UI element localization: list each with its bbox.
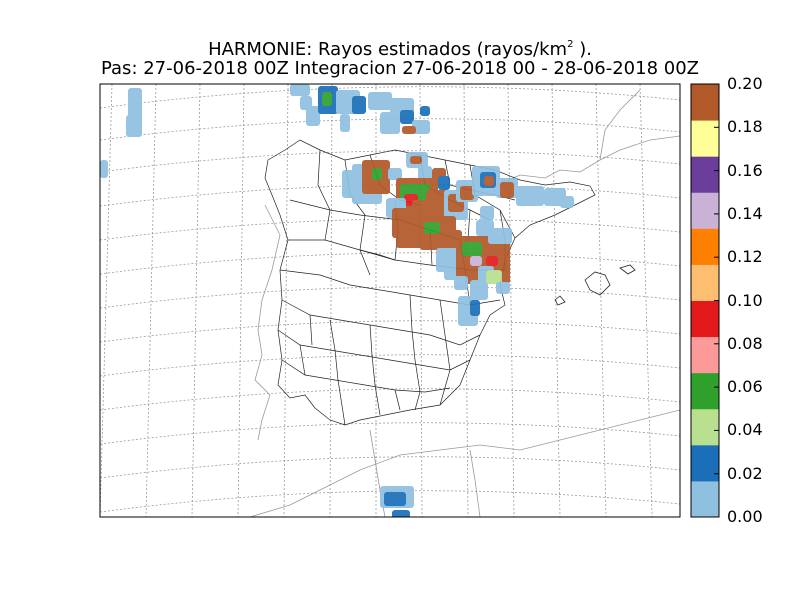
title-text: HARMONIE: Rayos estimados (rayos/km xyxy=(208,39,568,60)
lightning-density-field xyxy=(100,84,574,517)
lightning-cell xyxy=(290,84,310,96)
lightning-cell xyxy=(460,186,474,200)
balearic-islands xyxy=(554,264,636,306)
colorbar-tick-label: 0.02 xyxy=(727,463,763,483)
colorbar-tick-label: 0.18 xyxy=(727,117,763,137)
colorbar-band xyxy=(691,84,719,121)
colorbar-band xyxy=(691,480,719,518)
lightning-cell xyxy=(410,156,422,164)
colorbar-band xyxy=(691,444,719,482)
title-superscript: 2 xyxy=(567,39,574,50)
lightning-cell xyxy=(470,256,482,266)
colorbar-band xyxy=(691,192,719,229)
lightning-cell xyxy=(380,112,400,134)
lightning-cell xyxy=(438,176,450,190)
colorbar-tick-label: 0.10 xyxy=(727,290,763,310)
lightning-cell xyxy=(496,282,510,294)
lightning-cell xyxy=(396,224,424,248)
colorbar-tick-label: 0.16 xyxy=(727,160,763,180)
graticule-grid xyxy=(100,84,680,517)
lightning-cell xyxy=(470,280,488,300)
lightning-cell xyxy=(486,270,502,284)
lightning-cell xyxy=(426,190,448,210)
map-frame xyxy=(99,83,681,518)
colorbar-tick-label: 0.14 xyxy=(727,203,763,223)
map-title-line2: Pas: 27-06-2018 00Z Integracion 27-06-20… xyxy=(100,58,699,79)
lightning-cell xyxy=(400,110,414,124)
lightning-cell xyxy=(352,96,366,114)
colorbar-tick-label: 0.06 xyxy=(727,377,763,397)
lightning-cell xyxy=(368,92,392,110)
lightning-cell xyxy=(484,176,494,186)
colorbar-band xyxy=(691,264,719,301)
lightning-cell xyxy=(100,160,108,178)
lightning-cell xyxy=(486,256,498,266)
lightning-cell xyxy=(470,300,480,316)
colorbar-band xyxy=(691,120,719,157)
lightning-cell xyxy=(126,115,142,137)
colorbar-tick-label: 0.20 xyxy=(727,74,763,93)
lightning-cell xyxy=(372,168,382,180)
lightning-cell xyxy=(322,92,332,106)
lightning-cell xyxy=(420,106,430,116)
colorbar-tick-label: 0.08 xyxy=(727,333,763,353)
colorbar-band xyxy=(691,228,719,265)
lightning-cell xyxy=(462,242,482,256)
colorbar-band xyxy=(691,300,719,338)
lightning-cell xyxy=(436,248,460,272)
lightning-cell xyxy=(392,510,410,517)
colorbar-tick-label: 0.12 xyxy=(727,247,763,267)
lightning-cell xyxy=(480,206,494,220)
colorbar xyxy=(690,83,720,518)
colorbar-band xyxy=(691,336,719,374)
title-suffix: ). xyxy=(573,39,592,60)
colorbar-tick-label: 0.00 xyxy=(727,507,763,526)
map-title-line1: HARMONIE: Rayos estimados (rayos/km2 ). xyxy=(0,34,800,61)
country-borders xyxy=(249,89,680,517)
colorbar-band xyxy=(691,408,719,446)
colorbar-tick-label: 0.04 xyxy=(727,420,763,440)
lightning-cell xyxy=(412,120,430,134)
map-area xyxy=(100,84,680,517)
lightning-cell xyxy=(340,114,350,132)
lightning-cell xyxy=(476,220,494,236)
lightning-cell xyxy=(402,126,416,134)
lightning-cell xyxy=(516,186,544,206)
lightning-cell xyxy=(384,492,406,506)
lightning-cell xyxy=(388,168,402,180)
colorbar-band xyxy=(691,156,719,193)
lightning-cell xyxy=(500,182,514,198)
lightning-cell xyxy=(560,196,574,208)
colorbar-band xyxy=(691,372,719,410)
lightning-cell xyxy=(444,268,456,280)
lightning-cell xyxy=(454,276,468,290)
lightning-cell xyxy=(306,106,320,126)
lightning-cell xyxy=(424,222,440,234)
